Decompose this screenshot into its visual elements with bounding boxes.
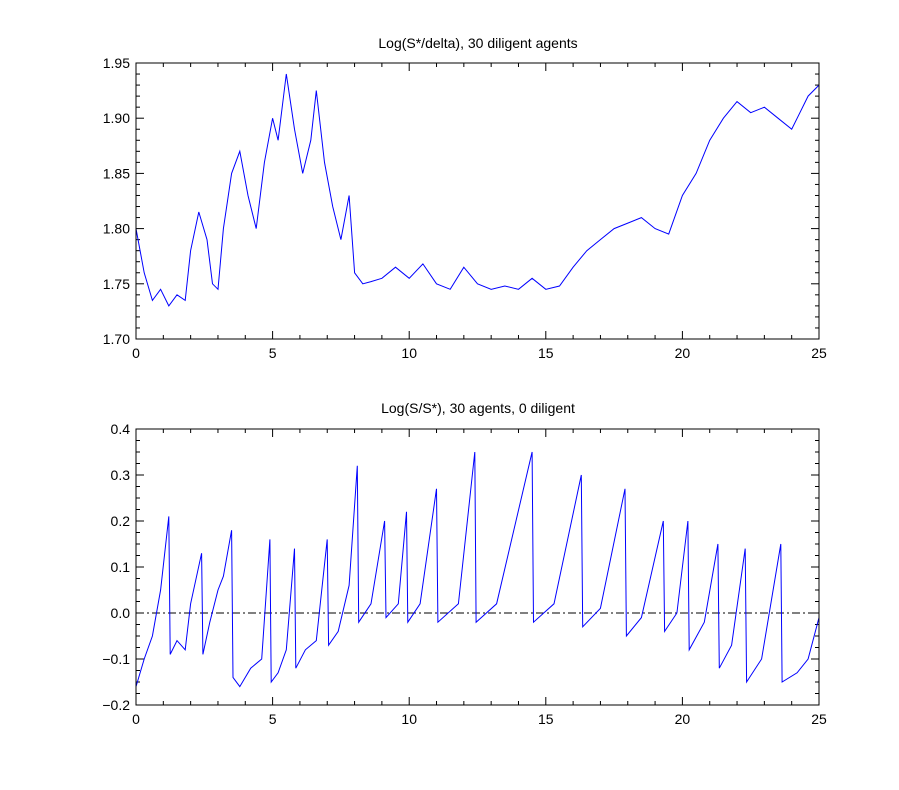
bottom-y-tick-label: 0.4: [111, 421, 131, 437]
bottom-x-tick-label: 5: [269, 711, 277, 727]
top-y-tick-label: 1.85: [103, 165, 130, 181]
bottom-chart: Log(S/S*), 30 agents, 0 diligent 0 5 10 15 2…: [102, 400, 827, 727]
top-chart-tick-labels: 0 5 10 15 20 25 1.70 1.75 1.80 1.85 1.90 1.95: [103, 55, 827, 361]
top-chart-title: Log(S*/delta), 30 diligent agents: [378, 35, 577, 51]
top-chart: Log(S*/delta), 30 diligent agents 0 5 10 15…: [103, 35, 827, 361]
top-chart-series-line: [135, 73, 820, 307]
top-x-tick-label: 0: [132, 345, 140, 361]
bottom-x-tick-label: 25: [811, 711, 827, 727]
top-y-tick-label: 1.90: [103, 110, 130, 126]
bottom-chart-title: Log(S/S*), 30 agents, 0 diligent: [381, 400, 575, 416]
top-y-tick-label: 1.75: [103, 276, 130, 292]
top-x-tick-label: 15: [538, 345, 554, 361]
top-x-tick-label: 10: [401, 345, 417, 361]
bottom-x-tick-label: 0: [132, 711, 140, 727]
top-y-tick-label: 1.95: [103, 55, 130, 71]
bottom-y-tick-label: −0.2: [102, 697, 130, 713]
bottom-x-tick-label: 10: [401, 711, 417, 727]
bottom-chart-series-line: [135, 451, 820, 688]
top-y-tick-label: 1.70: [103, 331, 130, 347]
bottom-chart-tick-labels: 0 5 10 15 20 25 −0.2 −0.1 0.0 0.1 0.2 0.3 0.4: [102, 421, 827, 727]
top-y-tick-label: 1.80: [103, 221, 130, 237]
bottom-chart-ticks: [135, 428, 820, 706]
top-x-tick-label: 25: [811, 345, 827, 361]
top-chart-ticks: [135, 62, 820, 340]
bottom-x-tick-label: 15: [538, 711, 554, 727]
bottom-y-tick-label: 0.2: [111, 513, 131, 529]
top-chart-frame: [135, 62, 820, 340]
bottom-y-tick-label: 0.3: [111, 467, 131, 483]
bottom-y-tick-label: 0.0: [111, 605, 131, 621]
bottom-y-tick-label: 0.1: [111, 559, 131, 575]
bottom-y-tick-label: −0.1: [102, 651, 130, 667]
bottom-chart-frame: [135, 428, 820, 706]
top-x-tick-label: 5: [269, 345, 277, 361]
top-x-tick-label: 20: [675, 345, 691, 361]
bottom-x-tick-label: 20: [675, 711, 691, 727]
